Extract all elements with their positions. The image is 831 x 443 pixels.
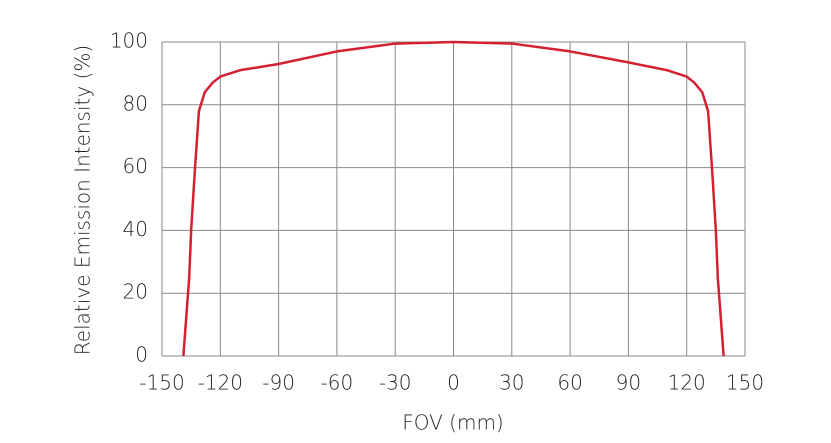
y-tick-label: 0: [135, 343, 148, 367]
x-tick-label: 150: [726, 371, 764, 395]
x-tick-label: 90: [616, 371, 641, 395]
y-tick-label: 60: [123, 154, 148, 178]
y-tick-label: 40: [123, 217, 148, 241]
x-tick-label: 0: [447, 371, 460, 395]
x-tick-label: -150: [139, 371, 184, 395]
y-axis-title: Relative Emission Intensity (%): [71, 45, 95, 355]
y-tick-label: 20: [123, 280, 148, 304]
data-line: [182, 40, 725, 357]
x-tick-label: 30: [499, 371, 524, 395]
x-tick-label: 120: [668, 371, 706, 395]
y-tick-label: 100: [110, 29, 148, 53]
x-tick-label: -60: [321, 371, 354, 395]
x-tick-label: -30: [379, 371, 412, 395]
y-tick-label: 80: [123, 91, 148, 115]
x-tick-label: 60: [557, 371, 582, 395]
x-tick-label: -90: [262, 371, 295, 395]
x-tick-label: -120: [198, 371, 243, 395]
x-axis-title: FOV (mm): [402, 411, 504, 435]
